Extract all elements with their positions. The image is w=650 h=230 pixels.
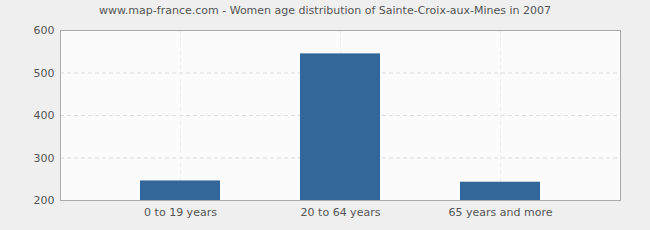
- svg-text:400: 400: [34, 109, 55, 122]
- svg-text:65 years and more: 65 years and more: [449, 206, 553, 219]
- svg-text:20 to 64 years: 20 to 64 years: [301, 206, 381, 219]
- svg-text:600: 600: [34, 24, 55, 37]
- svg-text:500: 500: [34, 67, 55, 80]
- html-text:www.map-france.com - Women age: www.map-france.com - Women age distribut…: [98, 4, 552, 17]
- svg-text:300: 300: [34, 152, 55, 165]
- svg-text:200: 200: [34, 194, 55, 207]
- svg-text:0 to 19 years: 0 to 19 years: [144, 206, 217, 219]
